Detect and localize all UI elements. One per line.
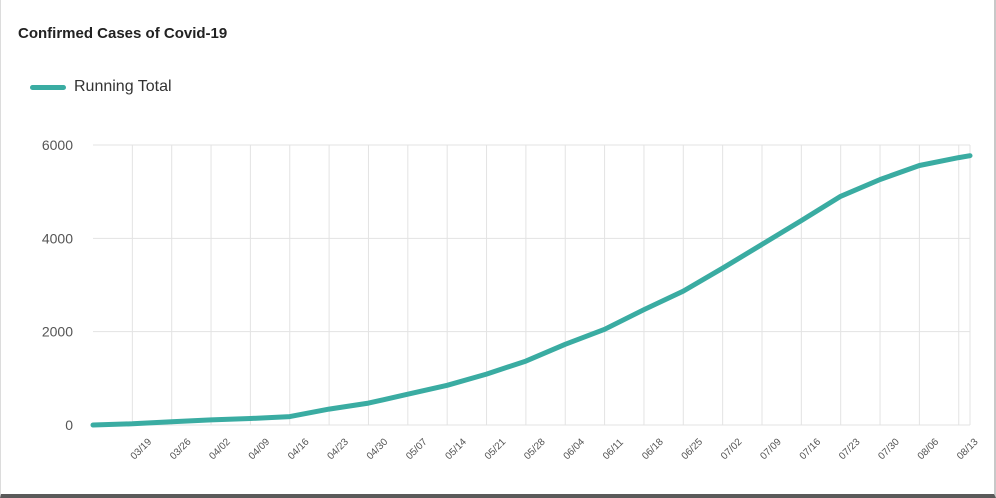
x-tick-label: 04/30: [365, 436, 391, 462]
x-tick-label: 04/23: [325, 436, 351, 462]
y-tick-label: 6000: [42, 137, 73, 153]
x-tick-label: 07/16: [798, 436, 824, 462]
x-tick-label: 06/11: [601, 437, 626, 462]
x-tick-label: 03/26: [168, 436, 194, 462]
x-tick-label: 03/19: [129, 436, 155, 462]
x-tick-label: 08/06: [916, 436, 942, 462]
chart-title: Confirmed Cases of Covid-19: [18, 25, 228, 42]
series-line-running-total: [90, 153, 973, 428]
x-tick-label: 07/02: [719, 436, 745, 462]
y-tick-label: 0: [65, 417, 73, 433]
x-tick-label: 06/04: [562, 436, 588, 462]
x-tick-label: 05/14: [444, 436, 470, 462]
x-tick-label: 04/09: [247, 436, 273, 462]
x-tick-label: 07/09: [758, 436, 784, 462]
x-tick-label: 05/28: [522, 436, 548, 462]
x-tick-label: 06/25: [680, 436, 706, 462]
legend-label: Running Total: [74, 78, 172, 95]
x-tick-label: 07/23: [837, 436, 863, 462]
x-tick-label: 06/18: [640, 436, 666, 462]
legend[interactable]: Running Total: [30, 78, 172, 96]
x-tick-label: 08/13: [955, 436, 981, 462]
x-tick-label: 05/21: [483, 436, 509, 462]
x-tick-label: 07/30: [876, 436, 902, 462]
x-tick-label: 05/07: [404, 436, 430, 462]
y-tick-label: 2000: [42, 324, 73, 340]
y-tick-label: 4000: [42, 230, 73, 246]
legend-swatch: [30, 84, 66, 90]
x-tick-label: 04/16: [286, 436, 312, 462]
x-tick-label: 04/02: [207, 436, 233, 462]
